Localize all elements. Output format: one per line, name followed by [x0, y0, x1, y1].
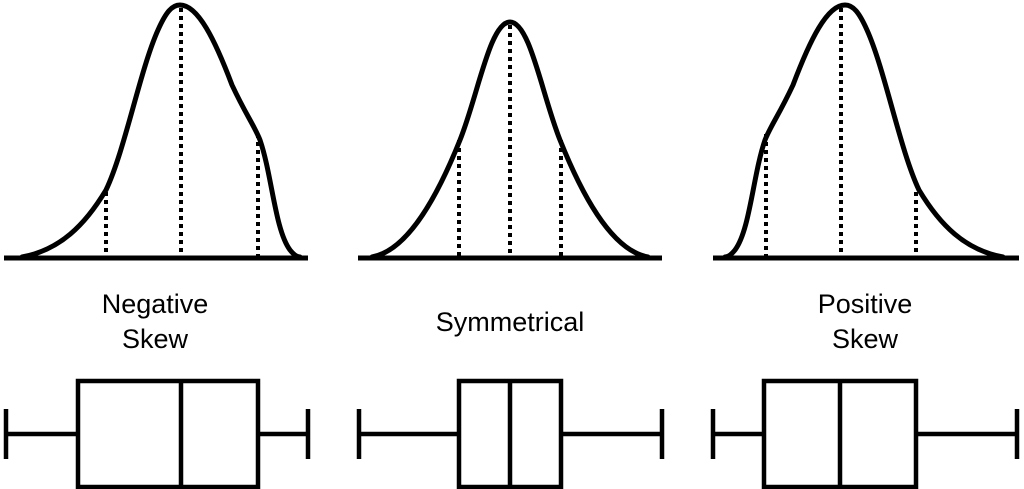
positive-boxplot — [710, 378, 1020, 489]
negative-skew-curve — [19, 2, 303, 260]
negative-boxplot — [3, 378, 311, 489]
negative-box — [75, 378, 261, 489]
symmetrical-boxplot — [356, 378, 665, 489]
panel-negative-skew: Negative Skew — [3, 2, 311, 489]
positive-skew-label-line2: Skew — [832, 324, 899, 354]
negative-skew-label-line2: Skew — [122, 324, 189, 354]
symmetrical-curve — [369, 19, 651, 260]
positive-skew-label-line1: Positive — [818, 289, 913, 319]
positive-skew-curve — [722, 2, 1006, 260]
panel-positive-skew: Positive Skew — [710, 2, 1020, 489]
panel-symmetrical: Symmetrical — [356, 19, 665, 489]
symmetrical-label: Symmetrical — [436, 307, 585, 337]
negative-skew-label-line1: Negative — [102, 289, 209, 319]
